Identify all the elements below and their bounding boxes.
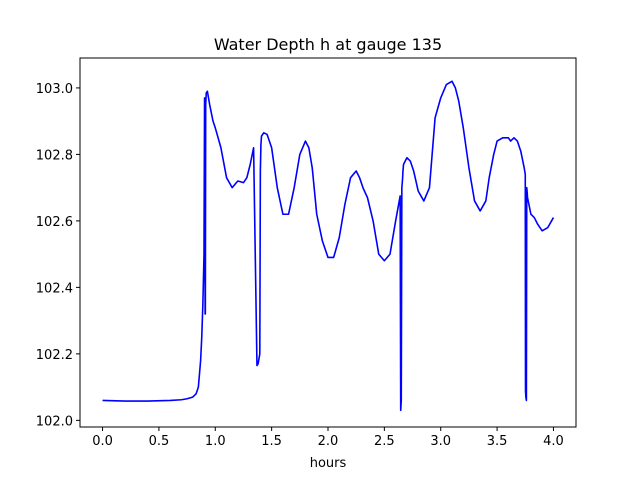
x-tick-label: 2.0 (318, 434, 339, 449)
y-axis: 102.0 102.2 102.4 102.6 102.8 103.0 (36, 82, 80, 429)
x-axis: 0.0 0.5 1.0 1.5 2.0 2.5 3.0 3.5 4.0 (92, 427, 564, 449)
y-tick-label: 102.8 (36, 148, 73, 163)
y-tick-label: 102.6 (36, 215, 73, 230)
y-tick-label: 102.4 (36, 281, 73, 296)
chart-title: Water Depth h at gauge 135 (214, 35, 442, 54)
x-tick-label: 3.0 (430, 434, 451, 449)
x-tick-label: 3.5 (487, 434, 508, 449)
x-tick-label: 4.0 (543, 434, 564, 449)
x-axis-title: hours (310, 456, 347, 471)
series-line-0 (102, 80, 555, 412)
y-tick-label: 103.0 (36, 82, 73, 97)
x-tick-label: 1.5 (261, 434, 282, 449)
x-tick-label: 2.5 (374, 434, 395, 449)
x-tick-label: 0.0 (92, 434, 113, 449)
x-tick-label: 1.0 (205, 434, 226, 449)
y-tick-label: 102.2 (36, 348, 73, 363)
y-tick-label: 102.0 (36, 414, 73, 429)
x-tick-label: 0.5 (149, 434, 170, 449)
